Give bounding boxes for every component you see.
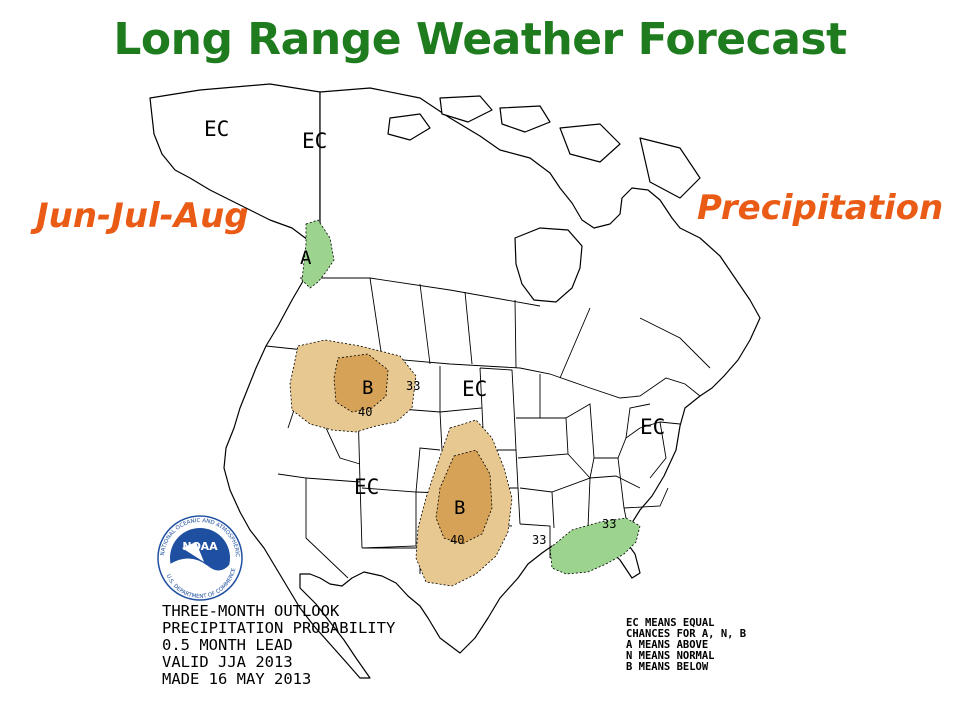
- above-region-gulf-coast: [549, 517, 641, 575]
- below-normal-northwest: [289, 339, 417, 433]
- outlook-line: MADE 16 MAY 2013: [162, 670, 311, 688]
- variable-label: Precipitation: [697, 188, 944, 228]
- ec-label-alaska-east: EC: [302, 129, 327, 153]
- ec-label-northern-plains: EC: [462, 377, 487, 401]
- outlook-line: PRECIPITATION PROBABILITY: [162, 619, 396, 637]
- above-region-alaska-panhandle: [301, 219, 335, 289]
- hudson-bay: [514, 227, 583, 303]
- contour-label: 33: [532, 533, 546, 547]
- outlook-line: VALID JJA 2013: [162, 653, 293, 671]
- below-40-region: [435, 449, 493, 545]
- noaa-center-text: NOAA: [182, 540, 218, 553]
- arctic-island: [387, 113, 431, 141]
- legend-line: CHANCES FOR A, N, B: [626, 628, 746, 640]
- legend-line: A MEANS ABOVE: [626, 639, 708, 651]
- season-label: Jun-Jul-Aug: [36, 196, 249, 236]
- outlook-line: THREE-MONTH OUTLOOK: [162, 602, 340, 620]
- noaa-logo: NOAA NATIONAL OCEANIC AND ATMOSPHERIC AD…: [157, 515, 243, 601]
- legend-line: B MEANS BELOW: [626, 661, 709, 673]
- precipitation-outlook-map: EC EC EC EC EC A B B 33 40 40 33 33 NOAA…: [149, 83, 761, 688]
- page-title: Long Range Weather Forecast: [113, 14, 847, 65]
- outlook-line: 0.5 MONTH LEAD: [162, 636, 293, 654]
- below-40-region: [333, 353, 389, 413]
- contour-label: 40: [450, 533, 464, 547]
- legend-line: N MEANS NORMAL: [626, 650, 715, 662]
- contour-label: 33: [406, 379, 420, 393]
- arctic-island: [559, 123, 621, 163]
- above-normal-regions: [301, 219, 641, 575]
- land-outline: [149, 83, 761, 679]
- category-above-label: A: [300, 247, 312, 269]
- contour-label: 40: [358, 405, 372, 419]
- contour-label: 33: [602, 517, 616, 531]
- category-below-label-northwest: B: [362, 377, 373, 399]
- category-below-label-plains: B: [454, 497, 465, 519]
- outlook-text-block: THREE-MONTH OUTLOOK PRECIPITATION PROBAB…: [162, 602, 396, 688]
- arctic-island: [499, 105, 551, 133]
- alaska-shape: [149, 83, 321, 249]
- ec-label-southwest: EC: [354, 475, 379, 499]
- below-normal-plains: [415, 419, 513, 587]
- ec-label-alaska-west: EC: [204, 117, 229, 141]
- legend-line: EC MEANS EQUAL: [626, 617, 715, 629]
- ec-label-northeast: EC: [640, 415, 665, 439]
- arctic-island: [639, 137, 701, 199]
- legend-text-block: EC MEANS EQUAL CHANCES FOR A, N, B A MEA…: [626, 617, 746, 673]
- arctic-island: [439, 95, 493, 123]
